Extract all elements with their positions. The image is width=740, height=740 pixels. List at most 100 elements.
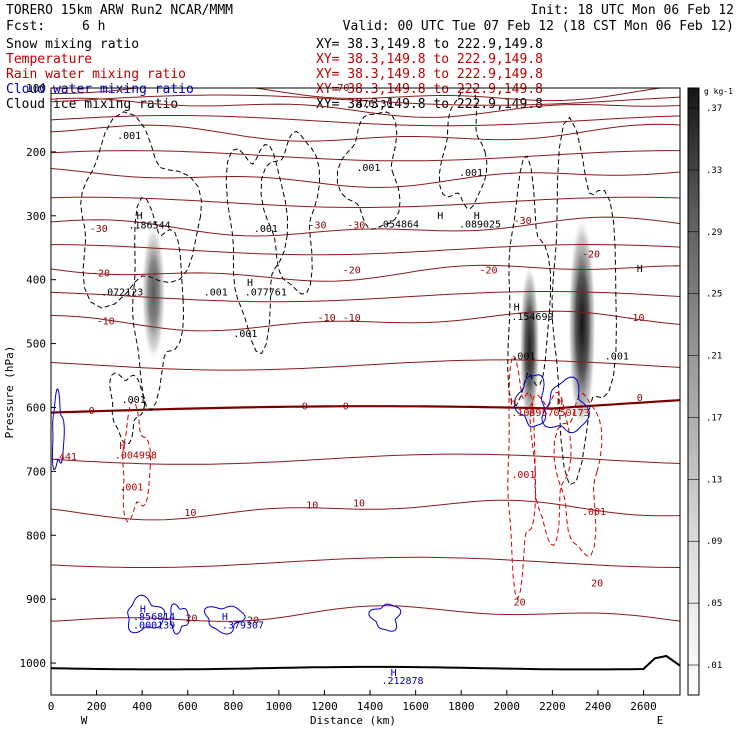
isotherm (51, 123, 680, 142)
x-tick-label: 2200 (539, 700, 566, 713)
ice-label: .077761 (245, 288, 287, 299)
colorbar-label: .05 (706, 599, 722, 609)
y-tick-label: 200 (26, 146, 46, 159)
x-tick-label: 1400 (357, 700, 384, 713)
temperature-label: -20 (479, 265, 497, 276)
temperature-label: -20 (582, 249, 600, 260)
legend-name: Rain water mixing ratio (6, 67, 186, 82)
ice-contour (551, 116, 617, 486)
y-tick-label: 800 (26, 529, 46, 542)
ice-label: .089025 (459, 219, 501, 230)
colorbar-label: .33 (706, 166, 722, 176)
rain-contours (122, 354, 603, 601)
colorbar (687, 87, 700, 696)
cloud-water-label: H (140, 605, 146, 616)
ice-label: .001 (459, 168, 483, 179)
legend-name: Cloud ice mixing ratio (6, 97, 178, 112)
rain-label: H (119, 441, 125, 452)
legend-xy: XY= 38.3,149.8 to 222.9,149.8 (316, 67, 543, 82)
colorbar-label: .29 (706, 228, 722, 238)
x-tick-label: 200 (87, 700, 107, 713)
ice-label: 476.30 (356, 99, 392, 110)
rain-contour (507, 354, 537, 601)
ice-contour (80, 111, 203, 309)
y-tick-label: 400 (26, 274, 46, 287)
isotherm (51, 359, 680, 371)
colorbar-label: .09 (706, 537, 722, 547)
temperature-label: 0 (343, 401, 349, 412)
cloud-water-contour (169, 603, 190, 635)
header-valid: Valid: 00 UTC Tue 07 Feb 12 (18 CST Mon … (343, 19, 734, 34)
header-init: Init: 18 UTC Mon 06 Feb 12 (531, 3, 735, 18)
isotherm (51, 94, 680, 106)
y-tick-label: 300 (26, 210, 46, 223)
rain-contour (122, 400, 152, 523)
cloud-water-label: .856814 (133, 612, 175, 623)
terrain-profile (51, 654, 680, 671)
isotherm (51, 605, 680, 622)
isotherm (51, 453, 680, 465)
ice-label: H (637, 264, 643, 275)
ice-label: H (474, 211, 480, 222)
temperature-label: 10 (306, 500, 318, 511)
ice-label: .001 (122, 395, 146, 406)
y-tick-label: 600 (26, 401, 46, 414)
isotherm (51, 499, 680, 521)
cloud-water-label: .379307 (222, 621, 264, 632)
temperature-label: 10 (353, 499, 365, 510)
cloud-ice-contours (80, 88, 617, 486)
cloud-water-contour (127, 594, 166, 634)
colorbar-units: g kg-1 (704, 87, 733, 96)
ice-label: .072123 (101, 288, 143, 299)
ice-label: .001 (511, 352, 535, 363)
isotherm (51, 216, 680, 237)
isotherm (51, 150, 680, 162)
legend-xy: XY= 38.3,149.8 to 222.9,149.8 (316, 82, 543, 97)
colorbar-label: .01 (706, 661, 722, 671)
temperature-label: 20 (185, 614, 197, 625)
temperature-label: -10 (626, 313, 644, 324)
temperature-label: 0 (302, 401, 308, 412)
header-title: TORERO 15km ARW Run2 NCAR/MMM (6, 3, 233, 18)
rain-label: .108957050173 (511, 408, 589, 419)
isotherm (51, 168, 680, 188)
ice-contour (336, 111, 401, 230)
ice-label: .001 (117, 131, 141, 142)
colorbar-label: .13 (706, 475, 722, 485)
legend-name: Snow mixing ratio (6, 37, 139, 52)
rain-label: .004998 (115, 451, 157, 462)
temperature-label: -30 (347, 221, 365, 232)
ice-label: .186544 (128, 221, 170, 232)
ice-label: H (136, 211, 142, 222)
legend-name: Temperature (6, 52, 92, 67)
rain-label: H (510, 397, 516, 408)
x-axis-label: Distance (km) (310, 714, 396, 727)
axes: 0 200 400 600 800 1000 1200 1400 1600 1800 2000 220… (20, 82, 657, 713)
cloud-water-contour (203, 605, 246, 635)
x-tick-label: 0 (48, 700, 55, 713)
x-end-label-west: W (81, 714, 88, 727)
temperature-label: -30 (514, 216, 532, 227)
x-tick-label: 400 (132, 700, 152, 713)
y-tick-label: 900 (26, 593, 46, 606)
isotherm (51, 310, 680, 332)
ice-contour (260, 130, 321, 295)
isotherm (51, 243, 680, 256)
x-tick-label: 1000 (266, 700, 293, 713)
y-tick-label: 100 (26, 82, 46, 95)
x-tick-label: 1200 (311, 700, 338, 713)
x-tick-label: 2600 (630, 700, 657, 713)
colorbar-label: .21 (706, 352, 722, 362)
isotherm (51, 196, 680, 208)
isotherm (51, 291, 680, 303)
temperature-label: -10 (97, 316, 115, 327)
x-tick-label: 2400 (585, 700, 612, 713)
ice-label: .001 (204, 288, 228, 299)
temperature-label: -20 (92, 268, 110, 279)
rain-label: .001 (511, 470, 535, 481)
temperature-label: -30 (309, 221, 327, 232)
ice-label: .154699 (511, 312, 553, 323)
ice-contour (507, 155, 552, 407)
cloud-water-contours (51, 374, 590, 635)
header-fcst-value: 6 h (82, 19, 105, 34)
